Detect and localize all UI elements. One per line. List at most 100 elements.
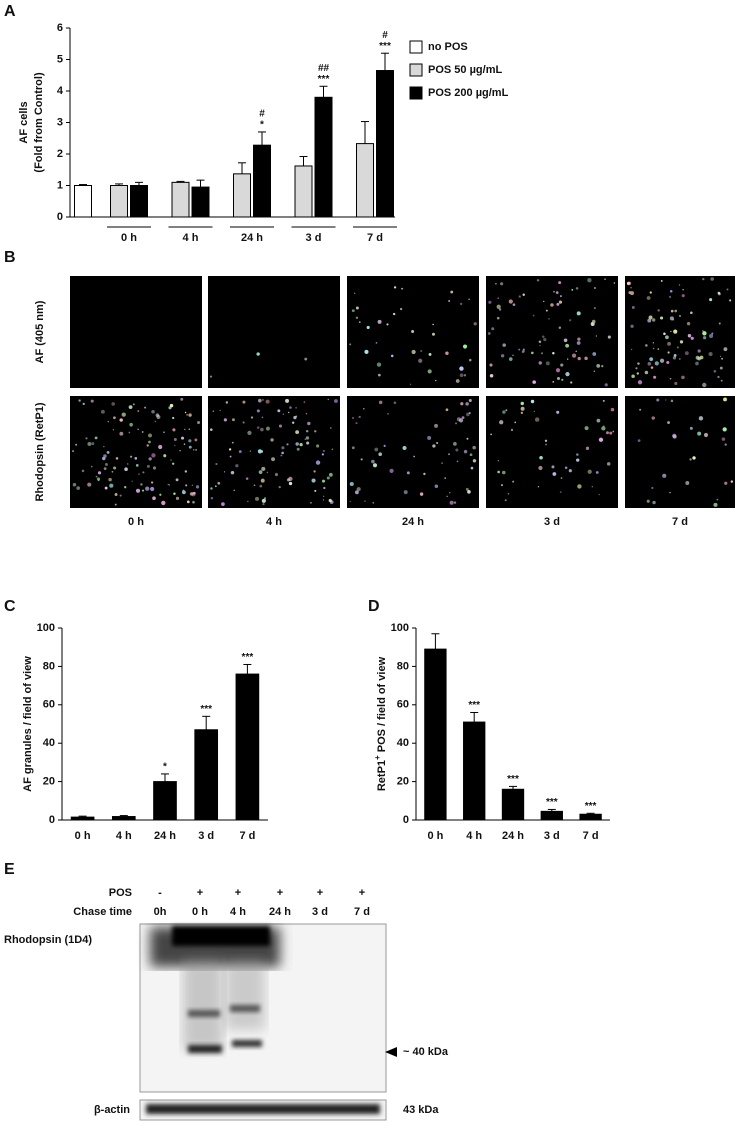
speckle xyxy=(210,487,213,490)
speckle xyxy=(115,457,119,460)
speckle xyxy=(456,460,459,463)
y-tick-label: 40 xyxy=(397,737,409,749)
speckle xyxy=(662,473,667,478)
speckle xyxy=(321,453,324,456)
speckle xyxy=(411,329,415,333)
speckle xyxy=(551,465,555,469)
speckle xyxy=(103,467,107,471)
speckle xyxy=(560,295,562,298)
speckle xyxy=(114,503,117,506)
speckle xyxy=(537,486,540,488)
speckle xyxy=(463,374,467,377)
speckle xyxy=(556,410,560,414)
speckle xyxy=(670,309,674,313)
speckle xyxy=(560,363,564,367)
speckle xyxy=(688,334,692,338)
speckle xyxy=(651,416,655,420)
panel-letter: E xyxy=(4,861,15,878)
speckle xyxy=(543,337,547,342)
speckle xyxy=(238,450,242,454)
speckle xyxy=(520,411,524,415)
bar xyxy=(111,816,136,821)
significance: *** xyxy=(242,652,254,663)
speckle xyxy=(659,358,665,363)
speckle xyxy=(542,335,545,338)
speckle xyxy=(311,478,316,483)
speckle xyxy=(278,424,282,428)
speckle xyxy=(666,360,670,364)
speckle xyxy=(254,496,260,501)
speckle xyxy=(726,288,729,291)
speckle xyxy=(140,483,143,486)
speckle xyxy=(278,485,281,489)
speckle xyxy=(75,443,78,446)
speckle xyxy=(538,340,542,344)
speckle xyxy=(358,321,361,323)
speckle xyxy=(228,448,232,451)
speckle xyxy=(72,483,77,487)
speckle xyxy=(376,362,382,367)
speckle xyxy=(722,427,727,432)
speckle xyxy=(137,410,140,412)
speckle xyxy=(673,354,677,357)
speckle xyxy=(455,379,460,383)
speckle xyxy=(378,373,381,377)
lane-label: + xyxy=(235,887,241,899)
speckle xyxy=(522,293,525,297)
speckle xyxy=(703,432,709,438)
speckle xyxy=(328,498,332,503)
speckle xyxy=(690,311,693,315)
speckle xyxy=(209,428,213,431)
row-label: Rhodopsin (RetP1) xyxy=(34,402,46,501)
speckle xyxy=(271,457,276,462)
speckle xyxy=(231,441,234,444)
micrograph xyxy=(347,396,479,508)
speckle xyxy=(95,475,98,478)
speckle xyxy=(514,421,517,424)
speckle xyxy=(710,277,714,281)
speckle xyxy=(393,286,397,289)
significance: # xyxy=(259,109,265,120)
speckle xyxy=(446,495,448,498)
speckle xyxy=(128,405,133,410)
speckle xyxy=(595,471,599,474)
legend-swatch xyxy=(409,63,423,77)
speckle xyxy=(330,427,332,429)
speckle xyxy=(132,403,135,406)
speckle xyxy=(221,502,225,506)
speckle xyxy=(130,455,133,458)
legend-label: POS 200 µg/mL xyxy=(428,87,509,99)
speckle xyxy=(450,290,454,294)
speckle xyxy=(96,477,101,481)
label-part: POS / field of view xyxy=(376,656,388,755)
lane-label: 3 d xyxy=(312,906,328,918)
speckle xyxy=(304,438,307,440)
speckle xyxy=(520,406,525,411)
x-tick-label: 24 h xyxy=(154,830,176,842)
speckle xyxy=(552,381,555,383)
panel-letter: C xyxy=(4,598,16,615)
speckle xyxy=(601,426,606,431)
speckle xyxy=(681,294,685,298)
speckle xyxy=(364,349,369,354)
speckle xyxy=(657,348,659,350)
speckle xyxy=(669,296,671,298)
speckle xyxy=(575,287,579,290)
speckle xyxy=(366,325,370,330)
speckle xyxy=(555,368,561,373)
speckle xyxy=(390,354,394,358)
speckle xyxy=(584,426,589,431)
speckle xyxy=(148,457,152,461)
significance: *** xyxy=(318,74,330,85)
blot xyxy=(139,923,397,1121)
speckle xyxy=(263,497,267,500)
speckle xyxy=(145,486,150,491)
speckle xyxy=(596,363,601,368)
speckle xyxy=(377,319,382,324)
speckle xyxy=(678,314,682,318)
speckle xyxy=(674,309,678,313)
speckle xyxy=(256,352,260,356)
speckle xyxy=(631,306,635,309)
x-tick-label: 7 d xyxy=(367,232,383,244)
y-tick-label: 0 xyxy=(49,814,55,826)
